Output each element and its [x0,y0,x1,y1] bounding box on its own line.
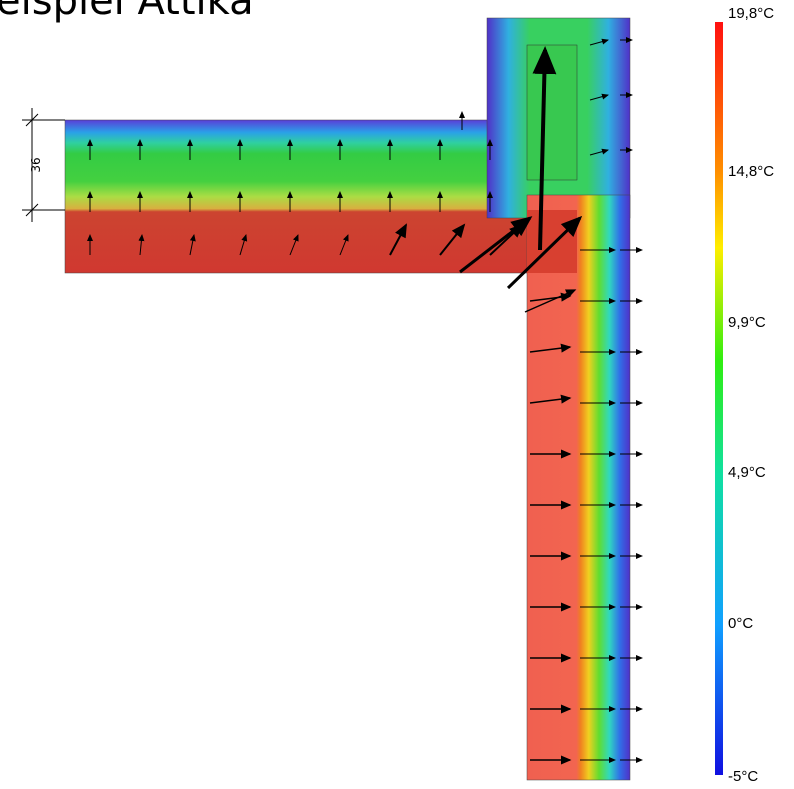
legend-label: 19,8°C [728,5,774,22]
legend: 19,8°C 14,8°C 9,9°C 4,9°C 0°C -5°C [728,5,774,785]
legend-label: 9,9°C [728,314,766,331]
parapet-core [527,45,577,180]
thermal-diagram: eispiel Attika 36 19,8°C 14,8°C 9,9°C 4,9°C… [0,0,794,789]
title: eispiel Attika [0,0,254,24]
legend-label: -5°C [728,768,758,785]
page: eispiel Attika 36 19,8°C 14,8°C 9,9°C 4,9°C… [0,0,794,789]
slab [65,120,530,273]
color-scale [715,22,723,775]
legend-label: 4,9°C [728,464,766,481]
legend-label: 0°C [728,615,753,632]
dimension-label: 36 [29,157,43,172]
legend-label: 14,8°C [728,163,774,180]
wall [527,195,630,780]
